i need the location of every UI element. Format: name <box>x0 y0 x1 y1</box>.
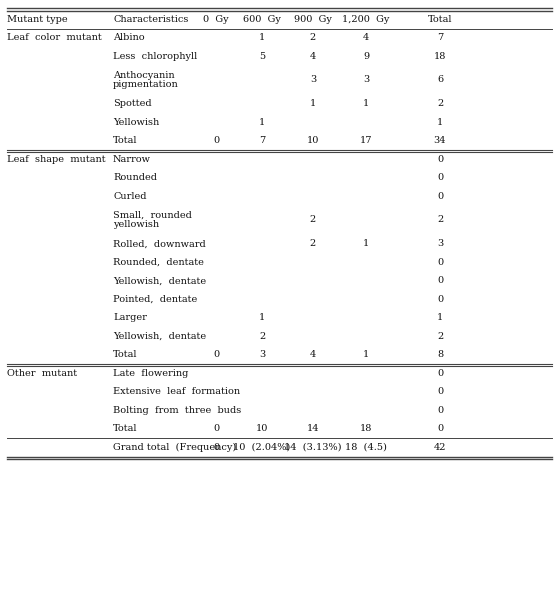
Text: 0: 0 <box>437 258 443 267</box>
Text: 1: 1 <box>363 239 369 248</box>
Text: 0: 0 <box>437 276 443 285</box>
Text: 3: 3 <box>363 76 369 84</box>
Text: Bolting  from  three  buds: Bolting from three buds <box>113 406 241 415</box>
Text: 7: 7 <box>259 136 265 145</box>
Text: 0: 0 <box>213 136 219 145</box>
Text: 17: 17 <box>360 136 372 145</box>
Text: 0: 0 <box>213 424 219 433</box>
Text: 5: 5 <box>259 52 265 61</box>
Text: 14  (3.13%): 14 (3.13%) <box>284 443 342 452</box>
Text: Leaf  color  mutant: Leaf color mutant <box>7 33 102 42</box>
Text: Yellowish: Yellowish <box>113 118 159 127</box>
Text: 0  Gy: 0 Gy <box>203 15 229 24</box>
Text: 7: 7 <box>437 33 443 42</box>
Text: Total: Total <box>113 136 138 145</box>
Text: 2: 2 <box>310 239 316 248</box>
Text: 1: 1 <box>259 33 265 42</box>
Text: 1: 1 <box>363 350 369 359</box>
Text: 900  Gy: 900 Gy <box>294 15 332 24</box>
Text: 4: 4 <box>310 52 316 61</box>
Text: 1: 1 <box>437 313 443 322</box>
Text: Yellowish,  dentate: Yellowish, dentate <box>113 332 206 341</box>
Text: 6: 6 <box>437 76 443 84</box>
Text: 0: 0 <box>213 443 219 452</box>
Text: yellowish: yellowish <box>113 220 159 229</box>
Text: 18  (4.5): 18 (4.5) <box>345 443 387 452</box>
Text: 4: 4 <box>310 350 316 359</box>
Text: Pointed,  dentate: Pointed, dentate <box>113 295 197 304</box>
Text: Total: Total <box>428 15 452 24</box>
Text: Grand total  (Frequency): Grand total (Frequency) <box>113 443 236 452</box>
Text: Albino: Albino <box>113 33 145 42</box>
Text: pigmentation: pigmentation <box>113 80 179 89</box>
Text: Anthocyanin: Anthocyanin <box>113 71 174 80</box>
Text: Late  flowering: Late flowering <box>113 369 188 378</box>
Text: Larger: Larger <box>113 313 147 322</box>
Text: 0: 0 <box>437 369 443 378</box>
Text: 0: 0 <box>437 155 443 164</box>
Text: Small,  rounded: Small, rounded <box>113 211 192 220</box>
Text: 0: 0 <box>437 173 443 182</box>
Text: 0: 0 <box>437 192 443 201</box>
Text: Total: Total <box>113 350 138 359</box>
Text: 14: 14 <box>307 424 319 433</box>
Text: 10: 10 <box>307 136 319 145</box>
Text: Spotted: Spotted <box>113 99 151 108</box>
Text: 0: 0 <box>437 295 443 304</box>
Text: 1,200  Gy: 1,200 Gy <box>342 15 390 24</box>
Text: 0: 0 <box>437 406 443 415</box>
Text: 1: 1 <box>363 99 369 108</box>
Text: 2: 2 <box>310 215 316 224</box>
Text: 42: 42 <box>434 443 446 452</box>
Text: Rounded,  dentate: Rounded, dentate <box>113 258 204 267</box>
Text: 9: 9 <box>363 52 369 61</box>
Text: 2: 2 <box>437 99 443 108</box>
Text: 0: 0 <box>437 424 443 433</box>
Text: Rounded: Rounded <box>113 173 157 182</box>
Text: Leaf  shape  mutant: Leaf shape mutant <box>7 155 106 164</box>
Text: 1: 1 <box>437 118 443 127</box>
Text: 1: 1 <box>259 313 265 322</box>
Text: 1: 1 <box>310 99 316 108</box>
Text: 1: 1 <box>259 118 265 127</box>
Text: 3: 3 <box>259 350 265 359</box>
Text: Narrow: Narrow <box>113 155 151 164</box>
Text: Curled: Curled <box>113 192 146 201</box>
Text: 0: 0 <box>437 387 443 396</box>
Text: 2: 2 <box>437 332 443 341</box>
Text: 10  (2.04%): 10 (2.04%) <box>233 443 291 452</box>
Text: 2: 2 <box>259 332 265 341</box>
Text: 2: 2 <box>310 33 316 42</box>
Text: Characteristics: Characteristics <box>113 15 188 24</box>
Text: 2: 2 <box>437 215 443 224</box>
Text: 600  Gy: 600 Gy <box>243 15 281 24</box>
Text: 18: 18 <box>434 52 446 61</box>
Text: 3: 3 <box>437 239 443 248</box>
Text: 34: 34 <box>434 136 446 145</box>
Text: Mutant type: Mutant type <box>7 15 68 24</box>
Text: Extensive  leaf  formation: Extensive leaf formation <box>113 387 240 396</box>
Text: Yellowish,  dentate: Yellowish, dentate <box>113 276 206 285</box>
Text: Other  mutant: Other mutant <box>7 369 77 378</box>
Text: Less  chlorophyll: Less chlorophyll <box>113 52 197 61</box>
Text: Rolled,  downward: Rolled, downward <box>113 239 206 248</box>
Text: 10: 10 <box>256 424 268 433</box>
Text: 3: 3 <box>310 76 316 84</box>
Text: Total: Total <box>113 424 138 433</box>
Text: 0: 0 <box>213 350 219 359</box>
Text: 8: 8 <box>437 350 443 359</box>
Text: 18: 18 <box>360 424 372 433</box>
Text: 4: 4 <box>363 33 369 42</box>
